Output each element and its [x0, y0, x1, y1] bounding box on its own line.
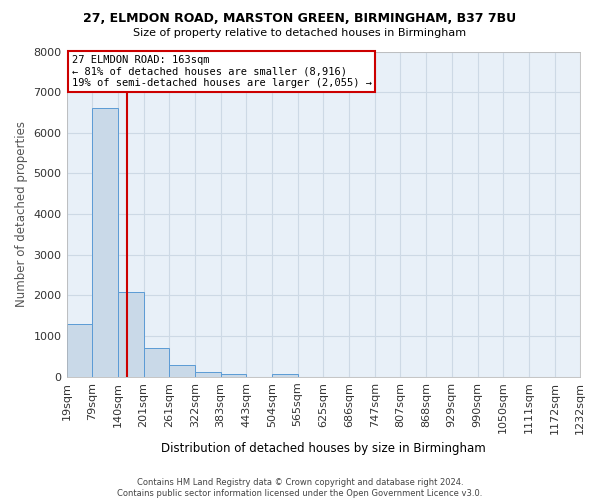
Bar [195, 372, 221, 377]
Text: 27 ELMDON ROAD: 163sqm
← 81% of detached houses are smaller (8,916)
19% of semi-: 27 ELMDON ROAD: 163sqm ← 81% of detached… [71, 55, 371, 88]
Bar [67, 324, 92, 377]
Text: Contains HM Land Registry data © Crown copyright and database right 2024.
Contai: Contains HM Land Registry data © Crown c… [118, 478, 482, 498]
Bar [169, 365, 195, 377]
Bar [143, 348, 169, 377]
Text: Size of property relative to detached houses in Birmingham: Size of property relative to detached ho… [133, 28, 467, 38]
Bar [221, 374, 246, 377]
Bar [272, 374, 298, 377]
Y-axis label: Number of detached properties: Number of detached properties [15, 121, 28, 307]
Bar [92, 108, 118, 377]
Bar [118, 292, 143, 377]
Text: 27, ELMDON ROAD, MARSTON GREEN, BIRMINGHAM, B37 7BU: 27, ELMDON ROAD, MARSTON GREEN, BIRMINGH… [83, 12, 517, 26]
X-axis label: Distribution of detached houses by size in Birmingham: Distribution of detached houses by size … [161, 442, 485, 455]
